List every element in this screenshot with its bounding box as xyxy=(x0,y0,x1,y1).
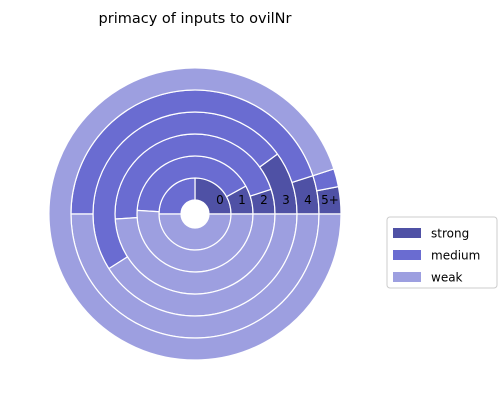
ring-label: 2 xyxy=(260,193,268,207)
legend-swatch-weak xyxy=(393,272,421,282)
legend-label-strong: strong xyxy=(431,227,469,241)
ring-5+-weak-slice xyxy=(48,67,342,361)
ring-labels: 0 1 2 3 4 5+ xyxy=(216,193,339,207)
ring-label: 1 xyxy=(238,193,246,207)
legend-label-weak: weak xyxy=(431,271,463,285)
legend-label-medium: medium xyxy=(431,249,480,263)
legend-swatch-medium xyxy=(393,250,421,260)
ring-label: 3 xyxy=(282,193,290,207)
legend-swatch-strong xyxy=(393,228,421,238)
ring-label: 0 xyxy=(216,193,224,207)
nested-pie-rings xyxy=(48,67,342,361)
legend: strong medium weak xyxy=(386,216,498,289)
ring-label: 4 xyxy=(304,193,312,207)
chart-title: primacy of inputs to ovilNr xyxy=(99,11,292,27)
ring-label: 5+ xyxy=(321,193,339,207)
